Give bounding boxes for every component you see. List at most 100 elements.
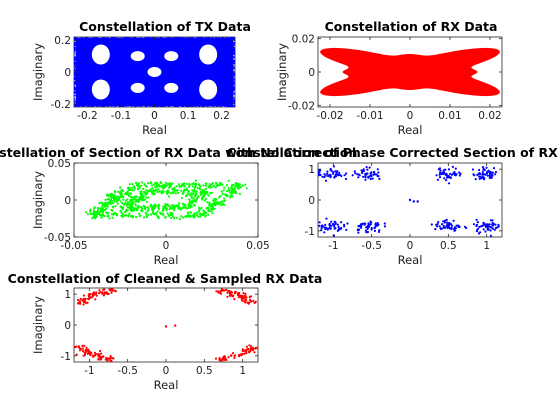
data-point: [366, 166, 368, 168]
data-point: [240, 295, 242, 297]
data-point: [164, 107, 166, 109]
data-point: [78, 94, 80, 96]
data-point: [167, 107, 169, 109]
data-point: [171, 188, 173, 190]
data-point: [235, 90, 237, 92]
data-point: [245, 296, 247, 298]
data-point: [83, 298, 85, 300]
data-point: [439, 167, 441, 169]
data-point: [233, 38, 235, 40]
data-point: [137, 106, 139, 108]
data-point: [78, 70, 80, 72]
data-point: [129, 189, 131, 191]
x-tick-label: -1: [328, 240, 338, 252]
x-tick-label: 0.02: [478, 110, 501, 122]
data-point: [196, 214, 198, 216]
data-point: [122, 199, 124, 201]
data-point: [150, 39, 152, 41]
data-point: [236, 74, 238, 76]
data-point: [178, 183, 180, 185]
data-point: [117, 203, 119, 205]
data-point: [413, 200, 415, 202]
data-point: [180, 215, 182, 217]
data-point: [140, 36, 142, 38]
x-tick-label: 0.5: [440, 240, 457, 252]
data-point: [233, 43, 235, 45]
data-point: [491, 176, 493, 178]
data-point: [188, 184, 190, 186]
data-point: [80, 348, 82, 350]
data-point: [187, 193, 189, 195]
data-point: [230, 97, 232, 99]
data-point: [181, 197, 183, 199]
data-point: [121, 189, 123, 191]
data-point: [242, 185, 244, 187]
data-point: [164, 217, 166, 219]
data-point: [431, 223, 433, 225]
data-point: [231, 101, 233, 103]
data-point: [85, 39, 87, 41]
x-tick-label: -0.01: [356, 110, 383, 122]
data-point: [169, 182, 171, 184]
data-point: [126, 198, 128, 200]
data-point: [75, 42, 77, 44]
data-point: [152, 105, 154, 107]
data-point: [150, 213, 152, 215]
data-point: [114, 201, 116, 203]
data-point: [334, 228, 336, 230]
data-point: [156, 183, 158, 185]
data-point: [114, 205, 116, 207]
data-point: [157, 210, 159, 212]
data-point: [100, 358, 102, 360]
data-point: [76, 77, 78, 79]
data-point: [321, 225, 323, 227]
data-point: [230, 54, 232, 56]
data-point: [94, 37, 96, 39]
data-point: [319, 221, 321, 223]
data-point: [137, 39, 139, 41]
data-point: [257, 347, 259, 349]
data-point: [72, 62, 74, 64]
data-point: [125, 193, 127, 195]
data-point: [175, 36, 177, 38]
data-point: [233, 355, 235, 357]
data-point: [178, 36, 180, 38]
data-point: [238, 355, 240, 357]
data-point: [148, 207, 150, 209]
data-point: [106, 104, 108, 106]
data-point: [100, 353, 102, 355]
data-point: [72, 83, 74, 85]
data-point: [205, 38, 207, 40]
data-point: [189, 211, 191, 213]
data-point: [90, 105, 92, 107]
data-point: [183, 186, 185, 188]
data-point: [133, 189, 135, 191]
data-point: [183, 38, 185, 40]
data-point: [113, 196, 115, 198]
data-point: [102, 289, 104, 291]
data-point: [177, 38, 179, 40]
data-point: [330, 221, 332, 223]
data-point: [101, 293, 103, 295]
data-point: [75, 95, 77, 97]
data-point: [121, 196, 123, 198]
data-point: [151, 187, 153, 189]
data-point: [344, 174, 346, 176]
data-point: [254, 348, 256, 350]
data-point: [75, 69, 77, 71]
data-point: [442, 172, 444, 174]
data-point: [187, 190, 189, 192]
data-point: [221, 191, 223, 193]
data-point: [131, 105, 133, 107]
data-point: [139, 39, 141, 41]
data-point: [338, 172, 340, 174]
data-point: [72, 41, 74, 43]
data-point: [229, 102, 231, 104]
data-point: [95, 213, 97, 215]
data-point: [439, 225, 441, 227]
data-point: [77, 89, 79, 91]
data-point: [138, 104, 140, 106]
data-point: [236, 90, 238, 92]
data-point: [99, 291, 101, 293]
data-point: [484, 231, 486, 233]
